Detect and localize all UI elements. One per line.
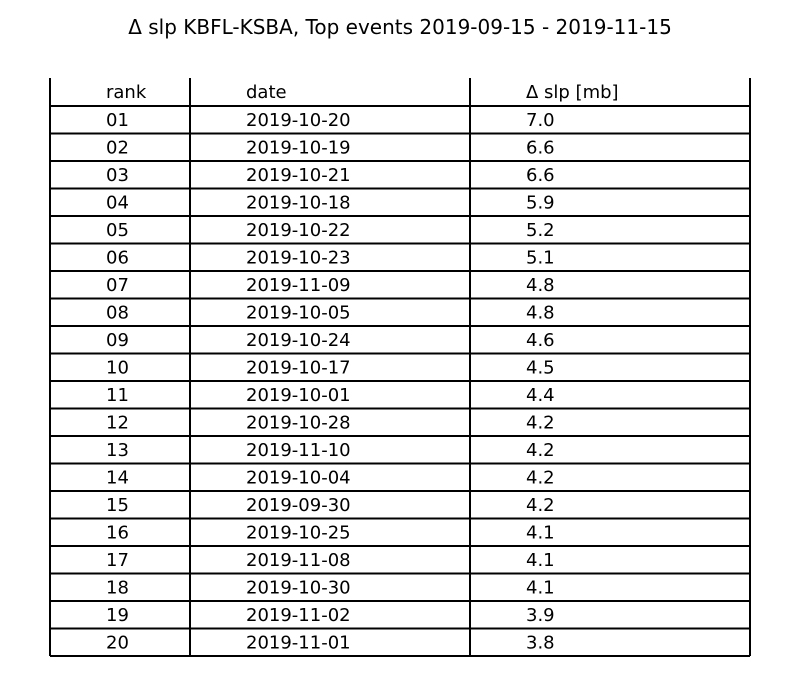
table-cell: 09 [106,330,129,351]
header-cell-0: rank [106,82,147,103]
table-cell: 4.2 [526,495,555,516]
table-cell: 5.1 [526,247,555,268]
table-cell: 4.8 [526,275,555,296]
table-cell: 2019-11-01 [246,632,351,653]
table-cell: 4.2 [526,467,555,488]
table-cell: 03 [106,165,129,186]
table-cell: 13 [106,440,129,461]
table-cell: 01 [106,110,129,131]
table-cell: 18 [106,577,129,598]
table-cell: 12 [106,412,129,433]
table-cell: 6.6 [526,137,555,158]
table-cell: 02 [106,137,129,158]
table-cell: 05 [106,220,129,241]
table-cell: 19 [106,605,129,626]
table-cell: 4.1 [526,550,555,571]
table-cell: 2019-10-21 [246,165,351,186]
table-cell: 07 [106,275,129,296]
table-cell: 14 [106,467,129,488]
table-cell: 2019-10-05 [246,302,351,323]
table-cell: 2019-10-18 [246,192,351,213]
table-cell: 2019-10-19 [246,137,351,158]
table-cell: 3.9 [526,605,555,626]
table-cell: 2019-11-09 [246,275,351,296]
table-cell: 2019-10-23 [246,247,351,268]
table-cell: 4.1 [526,522,555,543]
table-cell: 10 [106,357,129,378]
table-cell: 17 [106,550,129,571]
table-cell: 4.4 [526,385,555,406]
table-cell: 5.2 [526,220,555,241]
table-cell: 2019-11-02 [246,605,351,626]
table-cell: 2019-10-20 [246,110,351,131]
table-cell: 04 [106,192,129,213]
table-cell: 6.6 [526,165,555,186]
table-cell: 2019-10-30 [246,577,351,598]
table-cell: 4.5 [526,357,555,378]
table-cell: 2019-11-10 [246,440,351,461]
chart-title: Δ slp KBFL-KSBA, Top events 2019-09-15 -… [128,15,672,39]
table-cell: 5.9 [526,192,555,213]
table-cell: 4.8 [526,302,555,323]
table-cell: 2019-10-01 [246,385,351,406]
table-cell: 2019-10-28 [246,412,351,433]
table-cell: 11 [106,385,129,406]
table-cell: 4.6 [526,330,555,351]
table-cell: 2019-10-22 [246,220,351,241]
table-cell: 3.8 [526,632,555,653]
table-cell: 4.2 [526,412,555,433]
table-cell: 08 [106,302,129,323]
table-cell: 15 [106,495,129,516]
table-cell: 20 [106,632,129,653]
table-cell: 4.2 [526,440,555,461]
header-cell-1: date [246,82,287,103]
table-cell: 2019-10-25 [246,522,351,543]
table-cell: 2019-11-08 [246,550,351,571]
table-cell: 4.1 [526,577,555,598]
table-cell: 2019-10-17 [246,357,351,378]
table-cell: 7.0 [526,110,555,131]
table-cell: 2019-09-30 [246,495,351,516]
header-cell-2: Δ slp [mb] [526,82,619,103]
table-cell: 16 [106,522,129,543]
table-cell: 06 [106,247,129,268]
table-cell: 2019-10-04 [246,467,351,488]
table-cell: 2019-10-24 [246,330,351,351]
